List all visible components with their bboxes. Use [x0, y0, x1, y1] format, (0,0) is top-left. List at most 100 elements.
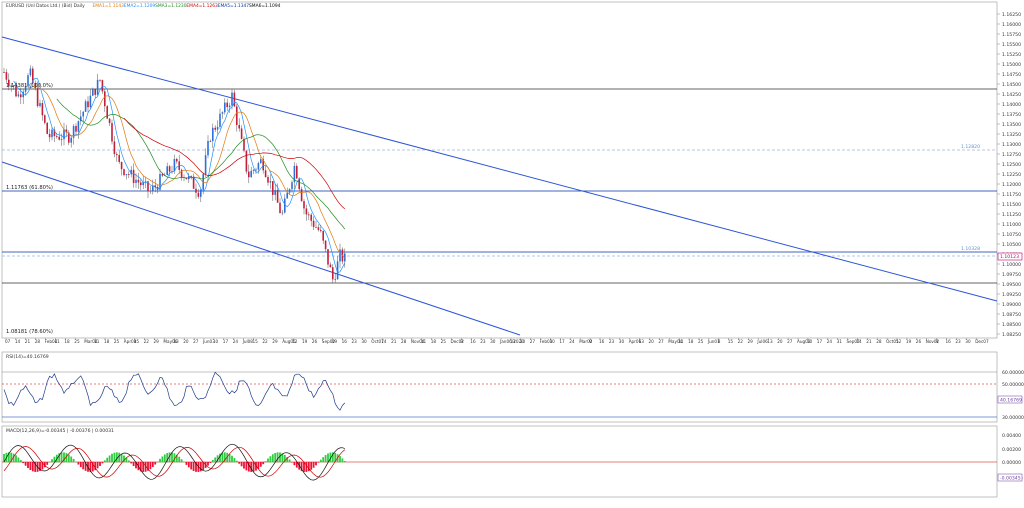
macd-histogram-bar: [51, 459, 53, 462]
candle-body: [296, 166, 298, 178]
candle-body: [118, 155, 120, 162]
rsi-panel-area[interactable]: [2, 352, 997, 422]
date-axis-label: 30: [619, 339, 625, 344]
candle-body: [99, 80, 101, 81]
date-axis-label: 14: [381, 339, 387, 344]
price-axis-label: 1.11750: [1002, 192, 1021, 198]
date-axis-label: 21: [25, 339, 31, 344]
candle-body: [37, 88, 39, 106]
date-axis-label: 10: [807, 339, 813, 344]
price-axis-label: 1.14500: [1002, 82, 1021, 88]
candle-body: [253, 170, 255, 171]
candle-body: [231, 93, 233, 106]
date-axis-label: 20: [183, 339, 189, 344]
macd-histogram-bar: [118, 453, 120, 463]
candle-body: [238, 125, 240, 128]
candle-body: [116, 154, 118, 155]
candle-body: [330, 265, 332, 268]
date-axis-label: 18: [64, 339, 70, 344]
date-axis-label: 27: [787, 339, 793, 344]
candle-body: [78, 121, 80, 132]
date-axis-label: 17: [817, 339, 823, 344]
date-axis-label: 29: [154, 339, 160, 344]
macd-histogram-bar: [116, 452, 118, 462]
date-axis-label: 22: [738, 339, 744, 344]
macd-histogram-bar: [27, 462, 29, 468]
rsi-level-label: 60.00000: [1002, 370, 1024, 376]
candle-body: [42, 103, 44, 115]
candle-body: [246, 151, 248, 172]
macd-histogram-bar: [80, 462, 82, 467]
date-axis-label: 11: [421, 339, 427, 344]
candle-body: [166, 166, 168, 175]
macd-histogram-bar: [342, 458, 344, 462]
date-axis-label: 24: [827, 339, 833, 344]
price-axis-label: 1.15250: [1002, 52, 1021, 58]
date-axis-label: Dec07: [975, 339, 989, 344]
candle-body: [260, 159, 262, 163]
macd-histogram-bar: [46, 462, 48, 465]
macd-histogram-bar: [75, 462, 77, 463]
macd-histogram-bar: [178, 457, 180, 463]
candle-body: [282, 213, 284, 214]
price-axis-label: 1.11250: [1002, 212, 1021, 218]
fib-label: 1.14381 (100.0%): [6, 83, 53, 89]
macd-histogram-bar: [130, 462, 132, 463]
price-axis-label: 1.08750: [1002, 312, 1021, 318]
macd-histogram-bar: [133, 462, 135, 466]
candle-body: [270, 181, 272, 182]
macd-level-label: 0.00000: [1002, 460, 1021, 466]
macd-histogram-bar: [78, 462, 80, 465]
macd-histogram-bar: [154, 462, 156, 465]
macd-histogram-bar: [22, 462, 24, 463]
date-axis-label: 26: [312, 339, 318, 344]
price-axis-label: 1.09500: [1002, 282, 1021, 288]
rsi-level-label: 50.00000: [1002, 382, 1024, 388]
date-axis-label: 30: [361, 339, 367, 344]
price-axis-label: 1.16250: [1002, 12, 1021, 18]
macd-histogram-bar: [270, 456, 272, 462]
date-axis-label: 20: [649, 339, 655, 344]
candle-body: [85, 101, 87, 111]
price-axis-label: 1.11500: [1002, 202, 1021, 208]
candle-body: [313, 221, 315, 227]
candle-body: [30, 69, 32, 76]
date-axis-label: 07: [5, 339, 11, 344]
macd-histogram-bar: [104, 460, 106, 462]
candle-body: [61, 139, 63, 140]
date-axis-label: 26: [916, 339, 922, 344]
macd-panel-area[interactable]: [2, 426, 997, 497]
candle-body: [222, 112, 224, 113]
legend-item: EMA2=1.1209: [124, 3, 156, 9]
candle-body: [126, 174, 128, 175]
macd-histogram-bar: [73, 459, 75, 462]
candle-body: [334, 279, 336, 280]
macd-histogram-bar: [310, 462, 312, 470]
candle-body: [267, 177, 269, 183]
candle-body: [265, 170, 267, 177]
date-axis-label: 30: [965, 339, 971, 344]
macd-histogram-bar: [238, 462, 240, 464]
candle-body: [18, 94, 20, 96]
macd-histogram-bar: [150, 462, 152, 469]
date-axis-label: 28: [876, 339, 882, 344]
macd-histogram-bar: [315, 462, 317, 465]
candle-body: [274, 190, 276, 195]
candle-body: [174, 159, 176, 171]
date-axis-label: 24: [569, 339, 575, 344]
candle-body: [327, 249, 329, 264]
candle-body: [303, 201, 305, 208]
price-axis-label: 1.12500: [1002, 162, 1021, 168]
date-axis-label: 29: [272, 339, 278, 344]
legend-item: SMA3=1.1230: [155, 3, 187, 9]
macd-histogram-bar: [207, 462, 209, 466]
macd-histogram-bar: [15, 455, 17, 462]
main-chart-area[interactable]: [2, 2, 997, 338]
macd-histogram-bar: [159, 459, 161, 462]
macd-histogram-bar: [265, 461, 267, 462]
date-axis-label: 15: [253, 339, 259, 344]
fib-label: 1.08181 (78.60%): [6, 329, 53, 335]
legend-item: SMA6=1.1094: [249, 3, 281, 9]
macd-histogram-bar: [97, 462, 99, 468]
